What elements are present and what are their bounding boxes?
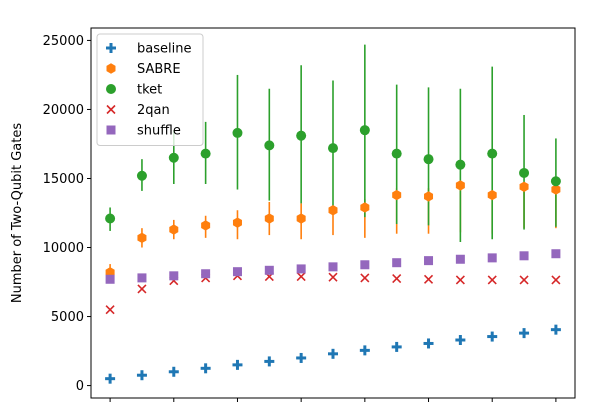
baseline-point (423, 338, 434, 349)
baseline-point (105, 373, 116, 384)
baseline-point (200, 363, 211, 374)
sabre-point (137, 232, 147, 244)
tket-point (105, 213, 116, 224)
sabre-point (519, 181, 529, 192)
baseline-point (391, 341, 402, 352)
shuffle-point (169, 271, 179, 281)
tket-point (391, 148, 402, 159)
x-axis (109, 398, 557, 402)
baseline-point (296, 352, 307, 363)
baseline-point (550, 324, 561, 335)
shuffle-point (551, 249, 561, 259)
y-tick-label: 15000 (43, 172, 84, 187)
2qan-point (487, 275, 497, 285)
legend-label-baseline: baseline (137, 42, 191, 57)
legend: baseline SABRE tket 2qan shuffle (96, 33, 204, 146)
baseline-point (455, 335, 466, 346)
shuffle-point (392, 258, 402, 268)
y-tick-label: 5000 (51, 310, 84, 325)
2qan-point (455, 275, 465, 285)
tket-point (328, 143, 338, 154)
sabre-point (424, 191, 434, 202)
y-tick-label: 10000 (43, 241, 84, 256)
tket-point (455, 159, 466, 170)
baseline-point (487, 331, 498, 342)
2qan-point (137, 284, 147, 294)
tket-point (232, 127, 243, 138)
legend-marker-shuffle (106, 125, 116, 135)
plot-frame (90, 27, 576, 399)
sabre-point (264, 213, 274, 224)
baseline-point (359, 345, 370, 356)
sabre-point (487, 189, 497, 201)
legend-label-2qan: 2qan (137, 103, 170, 118)
y-axis: 0 5000 10000 15000 20000 25000 (43, 34, 91, 394)
sabre-point (328, 205, 338, 216)
legend-label-shuffle: shuffle (137, 124, 181, 139)
tket-point (487, 148, 498, 159)
sabre-point (360, 202, 370, 213)
2qan-point (105, 305, 115, 315)
shuffle-point (201, 269, 211, 279)
y-tick-label: 25000 (43, 34, 84, 49)
shuffle-point (232, 267, 242, 277)
tket-point (423, 154, 434, 165)
baseline-point (328, 348, 338, 359)
sabre-point (169, 224, 179, 235)
shuffle-point (519, 251, 529, 261)
shuffle-point (360, 260, 370, 270)
sabre-point (392, 189, 402, 201)
shuffle-point (296, 264, 306, 274)
sabre-point (551, 184, 561, 195)
2qan-point (296, 271, 306, 282)
sabre-point (201, 220, 211, 231)
shuffle-point (487, 253, 497, 263)
tket-point (136, 170, 147, 181)
shuffle-point (264, 265, 274, 275)
shuffle-point (137, 273, 147, 283)
tket-point (200, 148, 211, 159)
shuffle-point (328, 262, 338, 272)
2qan-point (392, 274, 402, 284)
y-axis-label: Number of Two-Qubit Gates (10, 123, 25, 304)
2qan-point (423, 274, 434, 284)
2qan-point (360, 273, 370, 283)
data-markers (105, 125, 561, 384)
shuffle-point (455, 254, 465, 264)
legend-label-sabre: SABRE (137, 62, 181, 77)
tket-point (296, 130, 307, 141)
y-tick-label: 20000 (43, 103, 84, 118)
2qan-point (519, 275, 529, 285)
y-tick-label: 0 (76, 379, 84, 394)
tket-point (264, 140, 275, 151)
shuffle-point (424, 256, 434, 266)
sabre-point (232, 217, 242, 228)
baseline-point (232, 359, 243, 370)
shuffle-point (105, 274, 115, 284)
tket-point (519, 167, 530, 178)
tket-point (550, 176, 561, 187)
legend-marker-sabre (106, 63, 116, 74)
tket-point (168, 152, 179, 163)
legend-marker-baseline (106, 43, 116, 53)
baseline-point (136, 370, 147, 381)
sabre-point (296, 213, 306, 224)
sabre-point (455, 180, 465, 191)
legend-marker-tket (106, 84, 116, 94)
baseline-point (168, 366, 179, 377)
baseline-point (264, 356, 275, 367)
legend-label-tket: tket (137, 83, 162, 98)
legend-box (96, 33, 204, 146)
legend-marker-2qan (106, 104, 116, 115)
baseline-point (519, 328, 530, 339)
2qan-point (551, 275, 561, 285)
tket-point (359, 125, 370, 136)
2qan-point (328, 272, 338, 282)
